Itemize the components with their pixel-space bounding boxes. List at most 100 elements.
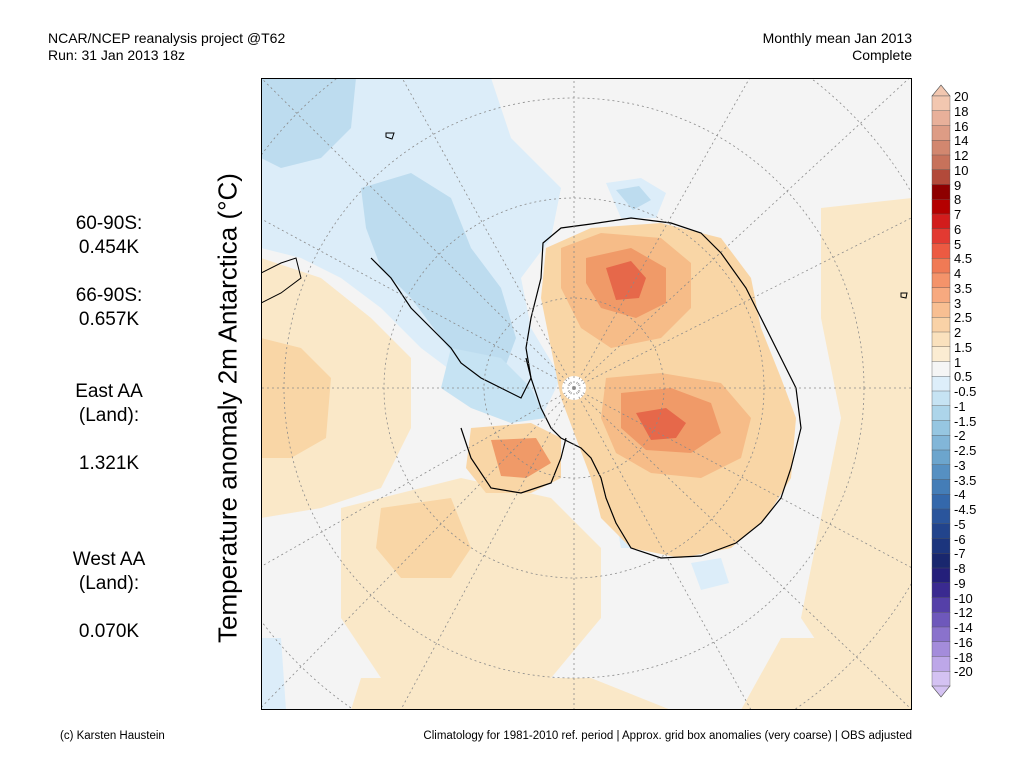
colorbar-tick-label: -3 <box>954 457 966 473</box>
colorbar-tick-label: 4 <box>954 266 962 281</box>
ross-ice-coast <box>460 427 567 494</box>
colorbar-swatch <box>931 272 951 289</box>
colorbar-swatch <box>931 125 951 141</box>
colorbar-tick-label: 5 <box>954 236 962 252</box>
colorbar-tick-label: -4 <box>954 487 966 503</box>
colorbar-swatch <box>931 302 951 318</box>
footer-note: Climatology for 1981-2010 ref. period | … <box>423 730 912 742</box>
colorbar-swatch <box>931 154 951 171</box>
warm-region-ross-inner <box>491 438 551 478</box>
colorbar-swatch <box>931 405 951 422</box>
stat-value: 1.321K <box>78 453 140 474</box>
warm-continent-core <box>606 261 646 300</box>
colorbar-tick-label: 2 <box>954 325 962 340</box>
colorbar-tick-label: -0.5 <box>954 384 977 399</box>
stat-value: 0.070K <box>78 621 140 642</box>
colorbar-tick-label: 12 <box>954 148 969 163</box>
colorbar-swatch <box>931 169 951 186</box>
colorbar-tick-label: 7 <box>954 207 962 222</box>
colorbar-swatch <box>931 140 951 156</box>
colorbar-tick-label: -1 <box>954 398 966 414</box>
colorbar-swatch <box>931 287 951 304</box>
header-period: Monthly mean Jan 2013 <box>762 30 912 46</box>
south-america-tip <box>261 257 302 304</box>
stat-label: East AA (Land): <box>75 381 143 426</box>
colorbar-swatch <box>931 553 951 569</box>
colorbar-swatch <box>931 184 951 200</box>
colorbar-tick-label: 1.5 <box>954 339 973 355</box>
colorbar-swatch <box>931 449 951 466</box>
colorbar-tick-label: 18 <box>954 103 969 119</box>
colorbar-swatch <box>931 258 951 274</box>
peninsula-coastline <box>370 257 532 399</box>
colorbar-swatch <box>931 213 951 230</box>
colorbar-tick-label: 8 <box>954 192 962 208</box>
colorbar-top-arrow <box>931 84 951 97</box>
colorbar-swatch <box>931 228 951 245</box>
stat-60-90s: 60-90S: 0.454K <box>50 212 168 260</box>
colorbar-tick-label: 4.5 <box>954 251 973 267</box>
colorbar-tick-label: 2.5 <box>954 310 973 326</box>
stat-label: West AA (Land): <box>72 549 146 594</box>
colorbar-tick-label: 6 <box>954 221 962 237</box>
colorbar-tick-label: 0.5 <box>954 369 973 385</box>
header-status: Complete <box>852 47 912 63</box>
stat-west-aa: West AA (Land): 0.070K <box>50 524 168 668</box>
colorbar-swatch <box>931 464 951 481</box>
antarctica-coastline <box>525 217 802 559</box>
warm-region-sw-mid <box>376 498 471 578</box>
colorbar-swatch <box>931 508 951 525</box>
colorbar-tick-label: 9 <box>954 177 962 193</box>
island-nw <box>385 132 395 140</box>
colorbar-tick-label: -5 <box>954 516 966 532</box>
colorbar-swatch <box>931 390 951 407</box>
colorbar-tick-label: 14 <box>954 133 969 149</box>
axis-label: Temperature anomaly 2m Antarctica (°C) <box>212 173 243 643</box>
colorbar <box>931 84 951 698</box>
colorbar-tick-label: -12 <box>954 605 973 621</box>
stat-66-90s: 66-90S: 0.657K <box>50 284 168 332</box>
colorbar-tick-label: -1.5 <box>954 413 977 429</box>
colorbar-swatch <box>931 494 951 510</box>
region-stats: 60-90S: 0.454K 66-90S: 0.657K East AA (L… <box>50 212 168 692</box>
colorbar-swatch <box>931 317 951 333</box>
cold-region-sw-edge <box>261 638 286 710</box>
colorbar-tick-label: -6 <box>954 531 966 547</box>
colorbar-swatch <box>931 523 951 540</box>
colorbar-swatch <box>931 361 951 377</box>
colorbar-swatch <box>931 110 951 127</box>
warm-region-right <box>801 198 912 678</box>
colorbar-swatch <box>931 420 951 436</box>
colorbar-swatch <box>931 582 951 599</box>
cold-region-nw-mid <box>261 78 356 168</box>
stat-value: 0.657K <box>78 309 140 330</box>
colorbar-tick-label: 1 <box>954 354 962 370</box>
stat-label: 66-90S: <box>75 285 143 306</box>
colorbar-tick-label: -2 <box>954 428 966 444</box>
colorbar-tick-label: -16 <box>954 634 973 650</box>
colorbar-swatch <box>931 331 951 348</box>
colorbar-swatch <box>931 641 951 658</box>
warm-region-right-lower <box>741 638 912 710</box>
colorbar-tick-label: -10 <box>954 590 973 606</box>
colorbar-tick-label: 16 <box>954 118 969 134</box>
colorbar-swatch <box>931 671 951 687</box>
colorbar-swatch <box>931 243 951 259</box>
colorbar-swatch <box>931 597 951 613</box>
warm-continent-core2 <box>636 408 686 440</box>
colorbar-swatch <box>931 656 951 672</box>
colorbar-tick-label: -14 <box>954 620 973 635</box>
graticule <box>261 78 912 710</box>
colorbar-tick-label: 3 <box>954 295 962 311</box>
cold-region-se <box>691 558 729 590</box>
map-canvas <box>261 78 912 710</box>
colorbar-swatch <box>931 199 951 215</box>
colorbar-tick-label: -9 <box>954 575 966 591</box>
colorbar-swatch <box>931 95 951 112</box>
colorbar-tick-label: -7 <box>954 546 966 562</box>
island-ne <box>900 292 908 299</box>
colorbar-swatch <box>931 626 951 643</box>
colorbar-swatch <box>931 538 951 554</box>
colorbar-tick-label: -20 <box>954 664 973 680</box>
colorbar-swatch <box>931 567 951 584</box>
